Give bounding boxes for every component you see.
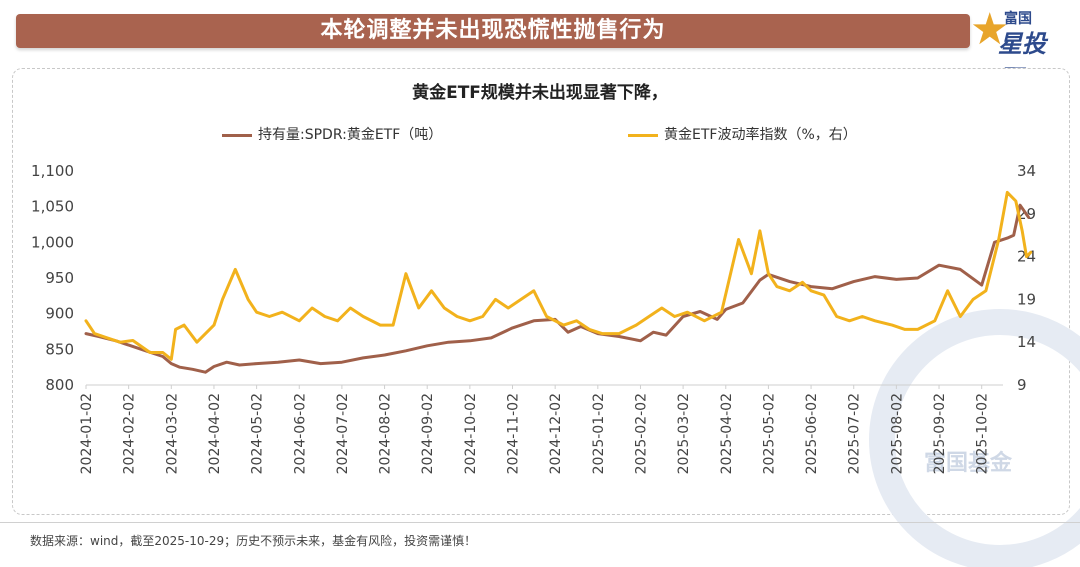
x-tick-label: 2025-08-02 — [889, 393, 905, 474]
y-left-tick-label: 850 — [45, 340, 74, 358]
footer-source: 数据来源：wind，截至2025-10-29；历史不预示未来，基金有风险，投资需… — [30, 534, 477, 548]
chart-title: 黄金ETF规模并未出现显著下降， — [412, 83, 668, 103]
x-tick-label: 2024-01-02 — [79, 393, 95, 474]
x-tick-label: 2025-01-02 — [591, 393, 607, 474]
x-tick-label: 2024-09-02 — [420, 393, 436, 474]
y-left-tick-label: 800 — [45, 376, 74, 394]
y-left-tick-label: 1,050 — [31, 198, 74, 216]
legend-label-holdings: 持有量:SPDR:黄金ETF（吨） — [258, 127, 443, 143]
y-left-tick-label: 950 — [45, 269, 74, 287]
legend-label-volatility: 黄金ETF波动率指数（%，右） — [664, 127, 857, 143]
page-title: 本轮调整并未出现恐慌性抛售行为 — [320, 18, 666, 43]
x-tick-label: 2025-09-02 — [932, 393, 948, 474]
x-tick-label: 2025-10-02 — [975, 393, 991, 474]
x-tick-label: 2025-07-02 — [847, 393, 863, 474]
x-tick-label: 2024-06-02 — [292, 393, 308, 474]
x-tick-label: 2024-07-02 — [335, 393, 351, 474]
x-tick-label: 2024-04-02 — [207, 393, 223, 474]
x-tick-label: 2024-08-02 — [378, 393, 394, 474]
x-tick-label: 2024-05-02 — [250, 393, 266, 474]
star-icon: ★ — [970, 4, 1010, 55]
y-right-tick-label: 19 — [1017, 290, 1036, 308]
series-line-volatility — [84, 190, 1033, 361]
y-left-tick-label: 1,000 — [31, 233, 74, 251]
x-tick-label: 2025-02-02 — [633, 393, 649, 474]
x-tick-label: 2024-11-02 — [506, 393, 522, 474]
legend-item-holdings: 持有量:SPDR:黄金ETF（吨） — [222, 124, 442, 144]
watermark-ring — [869, 309, 1080, 567]
x-tick-label: 2024-03-02 — [164, 393, 180, 474]
series-line-holdings — [84, 203, 1031, 374]
x-tick-label: 2025-05-02 — [761, 393, 777, 474]
header-banner: 本轮调整并未出现恐慌性抛售行为 — [16, 14, 970, 48]
y-right-tick-label: 14 — [1017, 333, 1036, 351]
watermark-text: 富国基金 — [924, 450, 1013, 476]
x-tick-label: 2024-10-02 — [463, 393, 479, 474]
legend-swatch-volatility — [628, 133, 658, 137]
footer-divider — [0, 522, 1080, 523]
x-tick-label: 2024-02-02 — [122, 393, 138, 474]
legend-item-volatility: 黄金ETF波动率指数（%，右） — [628, 124, 857, 144]
x-tick-label: 2025-04-02 — [719, 393, 735, 474]
legend-swatch-holdings — [222, 133, 252, 137]
y-right-tick-label: 9 — [1017, 376, 1027, 394]
x-tick-label: 2025-06-02 — [804, 393, 820, 474]
y-left-tick-label: 1,100 — [31, 162, 74, 180]
y-left-tick-label: 900 — [45, 305, 74, 323]
logo-small-text: 富国 — [1004, 11, 1032, 27]
y-right-tick-label: 34 — [1017, 162, 1036, 180]
x-tick-label: 2025-03-02 — [676, 393, 692, 474]
x-tick-label: 2024-12-02 — [548, 393, 564, 474]
